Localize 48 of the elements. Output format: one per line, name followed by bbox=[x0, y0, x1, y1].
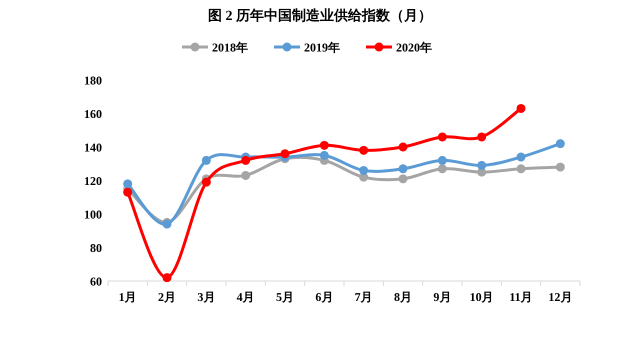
x-tick-label: 12月 bbox=[548, 290, 572, 304]
chart-title: 图 2 历年中国制造业供给指数（月） bbox=[208, 8, 432, 24]
y-tick-label: 80 bbox=[90, 241, 102, 255]
point bbox=[123, 179, 132, 188]
y-tick-label: 60 bbox=[90, 274, 102, 288]
point bbox=[398, 174, 408, 184]
y-tick-label: 160 bbox=[84, 107, 102, 121]
legend-label: 2018年 bbox=[212, 40, 248, 54]
point bbox=[516, 152, 526, 162]
point bbox=[320, 140, 329, 150]
x-tick-label: 8月 bbox=[394, 290, 412, 304]
point bbox=[398, 164, 408, 174]
point bbox=[320, 150, 329, 160]
point bbox=[556, 139, 565, 148]
point bbox=[202, 156, 211, 165]
point bbox=[241, 170, 250, 180]
x-tick-label: 5月 bbox=[276, 290, 294, 304]
y-tick-label: 180 bbox=[84, 74, 102, 88]
point bbox=[359, 166, 368, 175]
point bbox=[162, 273, 172, 282]
point bbox=[477, 132, 486, 142]
point bbox=[241, 156, 250, 165]
x-tick-label: 9月 bbox=[433, 290, 452, 304]
x-tick-label: 2月 bbox=[158, 290, 176, 304]
y-tick-label: 120 bbox=[84, 174, 102, 188]
point bbox=[556, 162, 565, 172]
point bbox=[438, 132, 447, 142]
point bbox=[438, 164, 447, 174]
y-tick-label: 140 bbox=[84, 140, 102, 154]
point bbox=[123, 188, 132, 197]
x-tick-label: 3月 bbox=[197, 290, 216, 304]
point bbox=[202, 178, 211, 187]
x-tick-label: 7月 bbox=[354, 290, 373, 304]
point bbox=[516, 164, 526, 174]
x-tick-label: 11月 bbox=[509, 290, 533, 304]
y-tick-label: 100 bbox=[84, 208, 102, 222]
point bbox=[280, 149, 290, 158]
point bbox=[359, 146, 368, 155]
x-tick-label: 6月 bbox=[315, 290, 334, 304]
point bbox=[398, 142, 408, 152]
legend-label: 2019年 bbox=[304, 40, 340, 54]
point bbox=[438, 156, 447, 165]
point bbox=[516, 104, 526, 113]
legend-label: 2020年 bbox=[396, 40, 432, 54]
x-tick-label: 4月 bbox=[236, 290, 255, 304]
x-tick-label: 10月 bbox=[470, 290, 494, 304]
x-tick-label: 1月 bbox=[118, 290, 137, 304]
point bbox=[477, 160, 486, 170]
